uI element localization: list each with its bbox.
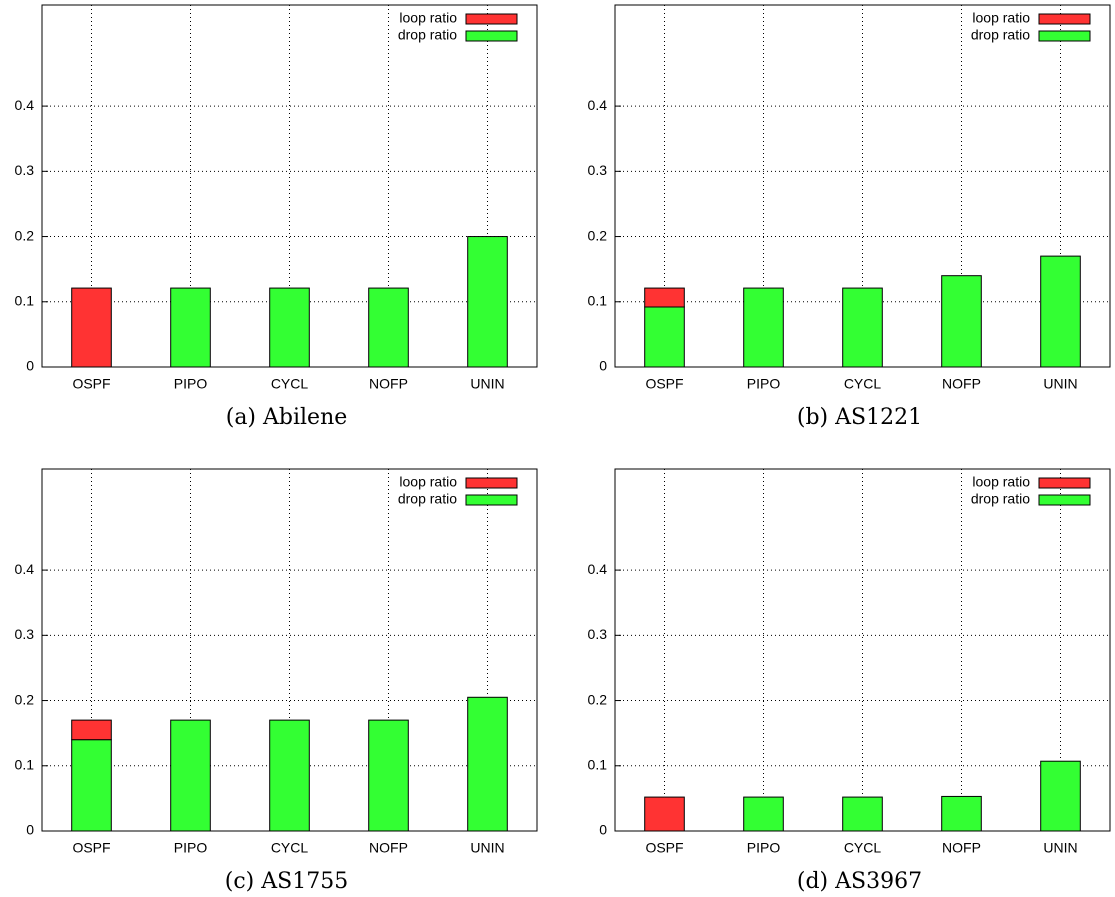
y-tick-label: 0.4 xyxy=(15,97,35,113)
y-tick-label: 0.1 xyxy=(588,292,608,308)
y-tick-label: 0.1 xyxy=(588,756,608,772)
bar-segment xyxy=(71,287,112,368)
bar-segment xyxy=(170,719,211,832)
x-tick-label: NOFP xyxy=(942,376,981,392)
legend-swatch xyxy=(1038,494,1091,506)
plot-frame xyxy=(614,4,1111,368)
bar-segment xyxy=(644,306,685,368)
legend-swatch xyxy=(1038,477,1091,489)
x-tick-label: OSPF xyxy=(72,376,110,392)
bar-segment xyxy=(170,287,211,368)
legend-label: loop ratio xyxy=(399,474,457,490)
bar-segment xyxy=(1040,760,1081,832)
legend-label: drop ratio xyxy=(971,27,1030,43)
bar-segment xyxy=(743,796,784,832)
x-tick-label: PIPO xyxy=(174,840,208,856)
y-tick-label: 0.3 xyxy=(588,626,608,642)
x-tick-label: PIPO xyxy=(174,376,208,392)
x-tick-label: NOFP xyxy=(369,376,408,392)
legend-swatch xyxy=(1038,30,1091,42)
x-tick-label: CYCL xyxy=(844,376,882,392)
plot-frame xyxy=(614,468,1111,832)
caption: (d) AS3967 xyxy=(797,869,922,894)
legend-label: loop ratio xyxy=(399,10,457,26)
y-tick-label: 0.1 xyxy=(15,756,35,772)
bar-segment xyxy=(644,287,685,308)
x-tick-label: CYCL xyxy=(271,376,309,392)
y-tick-label: 0.4 xyxy=(588,97,608,113)
bar-segment xyxy=(1040,255,1081,368)
legend-label: drop ratio xyxy=(398,27,457,43)
caption: (c) AS1755 xyxy=(225,869,348,894)
y-tick-label: 0 xyxy=(26,358,34,374)
x-tick-label: OSPF xyxy=(72,840,110,856)
legend-label: loop ratio xyxy=(972,474,1030,490)
x-tick-label: UNIN xyxy=(1043,840,1077,856)
y-tick-label: 0.3 xyxy=(15,162,35,178)
bar-segment xyxy=(71,739,112,832)
caption: (b) AS1221 xyxy=(797,405,922,430)
x-tick-label: NOFP xyxy=(942,840,981,856)
x-tick-label: NOFP xyxy=(369,840,408,856)
bar-segment xyxy=(71,719,112,741)
y-tick-label: 0.2 xyxy=(588,691,608,707)
bar-segment xyxy=(941,795,982,832)
bar-segment xyxy=(467,696,508,832)
legend-label: drop ratio xyxy=(971,491,1030,507)
legend-swatch xyxy=(465,477,518,489)
plot-frame xyxy=(41,468,538,832)
x-tick-label: UNIN xyxy=(470,840,504,856)
bar-segment xyxy=(743,287,784,368)
legend-swatch xyxy=(465,13,518,25)
y-tick-label: 0.3 xyxy=(588,162,608,178)
legend-swatch xyxy=(465,30,518,42)
x-tick-label: UNIN xyxy=(470,376,504,392)
x-tick-label: CYCL xyxy=(844,840,882,856)
y-tick-label: 0 xyxy=(599,822,607,838)
plot-frame xyxy=(41,4,538,368)
caption: (a) Abilene xyxy=(226,405,348,430)
x-tick-label: PIPO xyxy=(747,376,781,392)
y-tick-label: 0.4 xyxy=(588,561,608,577)
bar-segment xyxy=(368,287,409,368)
legend-label: loop ratio xyxy=(972,10,1030,26)
y-tick-label: 0.4 xyxy=(15,561,35,577)
y-tick-label: 0 xyxy=(26,822,34,838)
bar-segment xyxy=(644,796,685,832)
x-tick-label: PIPO xyxy=(747,840,781,856)
bar-segment xyxy=(842,796,883,832)
legend-swatch xyxy=(465,494,518,506)
bar-segment xyxy=(842,287,883,368)
bar-segment xyxy=(467,236,508,368)
y-tick-label: 0 xyxy=(599,358,607,374)
bar-segment xyxy=(269,287,310,368)
bar-segment xyxy=(269,719,310,832)
x-tick-label: CYCL xyxy=(271,840,309,856)
x-tick-label: OSPF xyxy=(645,840,683,856)
x-tick-label: OSPF xyxy=(645,376,683,392)
bar-segment xyxy=(368,719,409,832)
x-tick-label: UNIN xyxy=(1043,376,1077,392)
y-tick-label: 0.2 xyxy=(588,227,608,243)
y-tick-label: 0.2 xyxy=(15,691,35,707)
legend-label: drop ratio xyxy=(398,491,457,507)
bar-segment xyxy=(941,275,982,368)
y-tick-label: 0.3 xyxy=(15,626,35,642)
legend-swatch xyxy=(1038,13,1091,25)
y-tick-label: 0.1 xyxy=(15,292,35,308)
y-tick-label: 0.2 xyxy=(15,227,35,243)
